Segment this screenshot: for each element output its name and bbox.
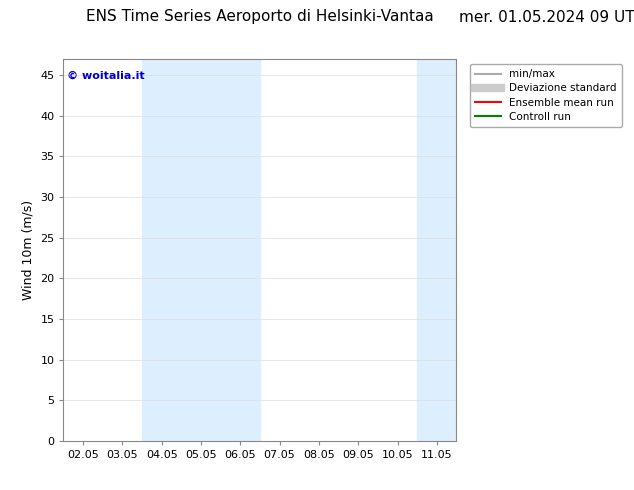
Bar: [142, 59, 260, 441]
Legend: min/max, Deviazione standard, Ensemble mean run, Controll run: min/max, Deviazione standard, Ensemble m…: [470, 64, 622, 127]
Bar: [417, 59, 456, 441]
Text: ENS Time Series Aeroporto di Helsinki-Vantaa: ENS Time Series Aeroporto di Helsinki-Va…: [86, 9, 434, 24]
Y-axis label: Wind 10m (m/s): Wind 10m (m/s): [22, 200, 35, 300]
Text: © woitalia.it: © woitalia.it: [67, 70, 145, 80]
Text: mer. 01.05.2024 09 UTC: mer. 01.05.2024 09 UTC: [459, 9, 634, 24]
